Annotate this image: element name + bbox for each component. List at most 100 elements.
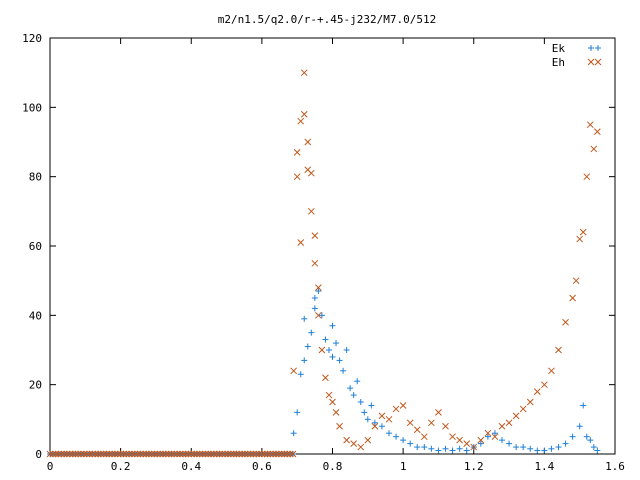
eh-point xyxy=(63,450,71,458)
ek-point xyxy=(499,437,505,444)
eh-point xyxy=(413,426,421,434)
ek-point xyxy=(580,402,587,409)
ek-point xyxy=(386,430,392,437)
eh-point xyxy=(49,450,57,458)
eh-point xyxy=(307,207,315,215)
eh-point xyxy=(593,128,601,135)
ek-point xyxy=(527,445,534,452)
eh-point xyxy=(590,145,598,153)
ek-point xyxy=(484,433,491,440)
eh-point xyxy=(318,346,326,354)
x-tick-label: 0 xyxy=(47,460,54,473)
eh-point xyxy=(449,433,456,441)
eh-point xyxy=(484,429,492,437)
ek-point xyxy=(347,385,354,392)
eh-point xyxy=(385,415,393,423)
ek-point xyxy=(590,444,597,451)
eh-point xyxy=(156,450,164,458)
legend-cross-icon xyxy=(587,58,595,66)
eh-point xyxy=(307,169,315,177)
ek-point xyxy=(400,437,407,444)
ek-point xyxy=(449,447,456,454)
eh-point xyxy=(77,450,85,458)
legend-plus-icon xyxy=(595,45,601,51)
eh-point xyxy=(230,450,237,458)
eh-point xyxy=(120,450,127,458)
eh-point xyxy=(533,388,541,395)
eh-point xyxy=(315,284,322,291)
x-tick-label: 0.6 xyxy=(252,460,272,473)
eh-point xyxy=(315,311,322,319)
ek-point xyxy=(364,416,371,423)
ek-point xyxy=(343,347,350,353)
eh-point xyxy=(216,450,223,458)
eh-point xyxy=(55,450,62,458)
eh-point xyxy=(512,412,520,420)
ek-point xyxy=(294,409,301,416)
eh-point xyxy=(519,405,527,413)
eh-point xyxy=(399,402,407,409)
x-tick-label: 0.4 xyxy=(181,460,201,473)
eh-point xyxy=(233,450,240,458)
eh-point xyxy=(153,450,161,458)
eh-point xyxy=(329,398,336,406)
eh-point xyxy=(579,228,587,236)
eh-point xyxy=(134,450,141,458)
eh-point xyxy=(311,232,319,239)
ek-point xyxy=(569,433,576,440)
eh-point xyxy=(264,450,271,458)
eh-point xyxy=(278,450,286,458)
eh-point xyxy=(100,450,108,458)
x-tick-label: 1 xyxy=(400,460,407,473)
eh-point xyxy=(252,450,260,458)
eh-point xyxy=(304,138,312,146)
axes-frame xyxy=(49,37,616,455)
ek-point xyxy=(428,445,435,452)
eh-point xyxy=(103,450,110,458)
legend-plus-icon xyxy=(588,45,594,51)
eh-point xyxy=(66,450,74,458)
y-tick-label: 0 xyxy=(35,448,42,461)
y-tick-label: 60 xyxy=(29,240,42,253)
eh-point xyxy=(202,450,209,458)
eh-point xyxy=(576,235,584,243)
eh-point xyxy=(111,450,119,458)
eh-point xyxy=(131,450,139,458)
eh-point xyxy=(210,450,218,458)
eh-point xyxy=(162,450,170,458)
eh-point xyxy=(176,450,184,458)
y-tick-label: 100 xyxy=(22,101,42,114)
eh-point xyxy=(142,450,150,458)
eh-point xyxy=(364,436,372,444)
legend-marker-eh xyxy=(587,58,602,66)
eh-point xyxy=(185,450,192,458)
eh-point xyxy=(470,443,478,451)
ek-point xyxy=(322,336,329,343)
ek-point xyxy=(318,312,325,319)
eh-point xyxy=(378,412,386,420)
ek-point xyxy=(297,371,304,378)
eh-point xyxy=(258,450,266,458)
ek-point xyxy=(442,445,449,452)
eh-point xyxy=(83,450,91,458)
eh-point xyxy=(541,381,548,389)
x-tick-label: 0.8 xyxy=(323,460,343,473)
eh-point xyxy=(125,450,133,458)
eh-point xyxy=(283,450,291,458)
eh-point xyxy=(137,450,144,458)
eh-point xyxy=(261,450,269,458)
eh-point xyxy=(80,450,88,458)
eh-point xyxy=(196,450,204,458)
eh-point xyxy=(187,450,195,458)
eh-point xyxy=(297,117,305,125)
ek-point xyxy=(587,437,594,444)
eh-point xyxy=(72,450,79,458)
y-tick-label: 20 xyxy=(29,379,42,392)
eh-point xyxy=(122,450,130,458)
eh-point xyxy=(322,374,329,382)
eh-point xyxy=(548,367,555,375)
ek-point xyxy=(325,347,332,353)
eh-point xyxy=(350,440,358,447)
eh-point xyxy=(569,294,576,302)
eh-point xyxy=(586,121,594,129)
